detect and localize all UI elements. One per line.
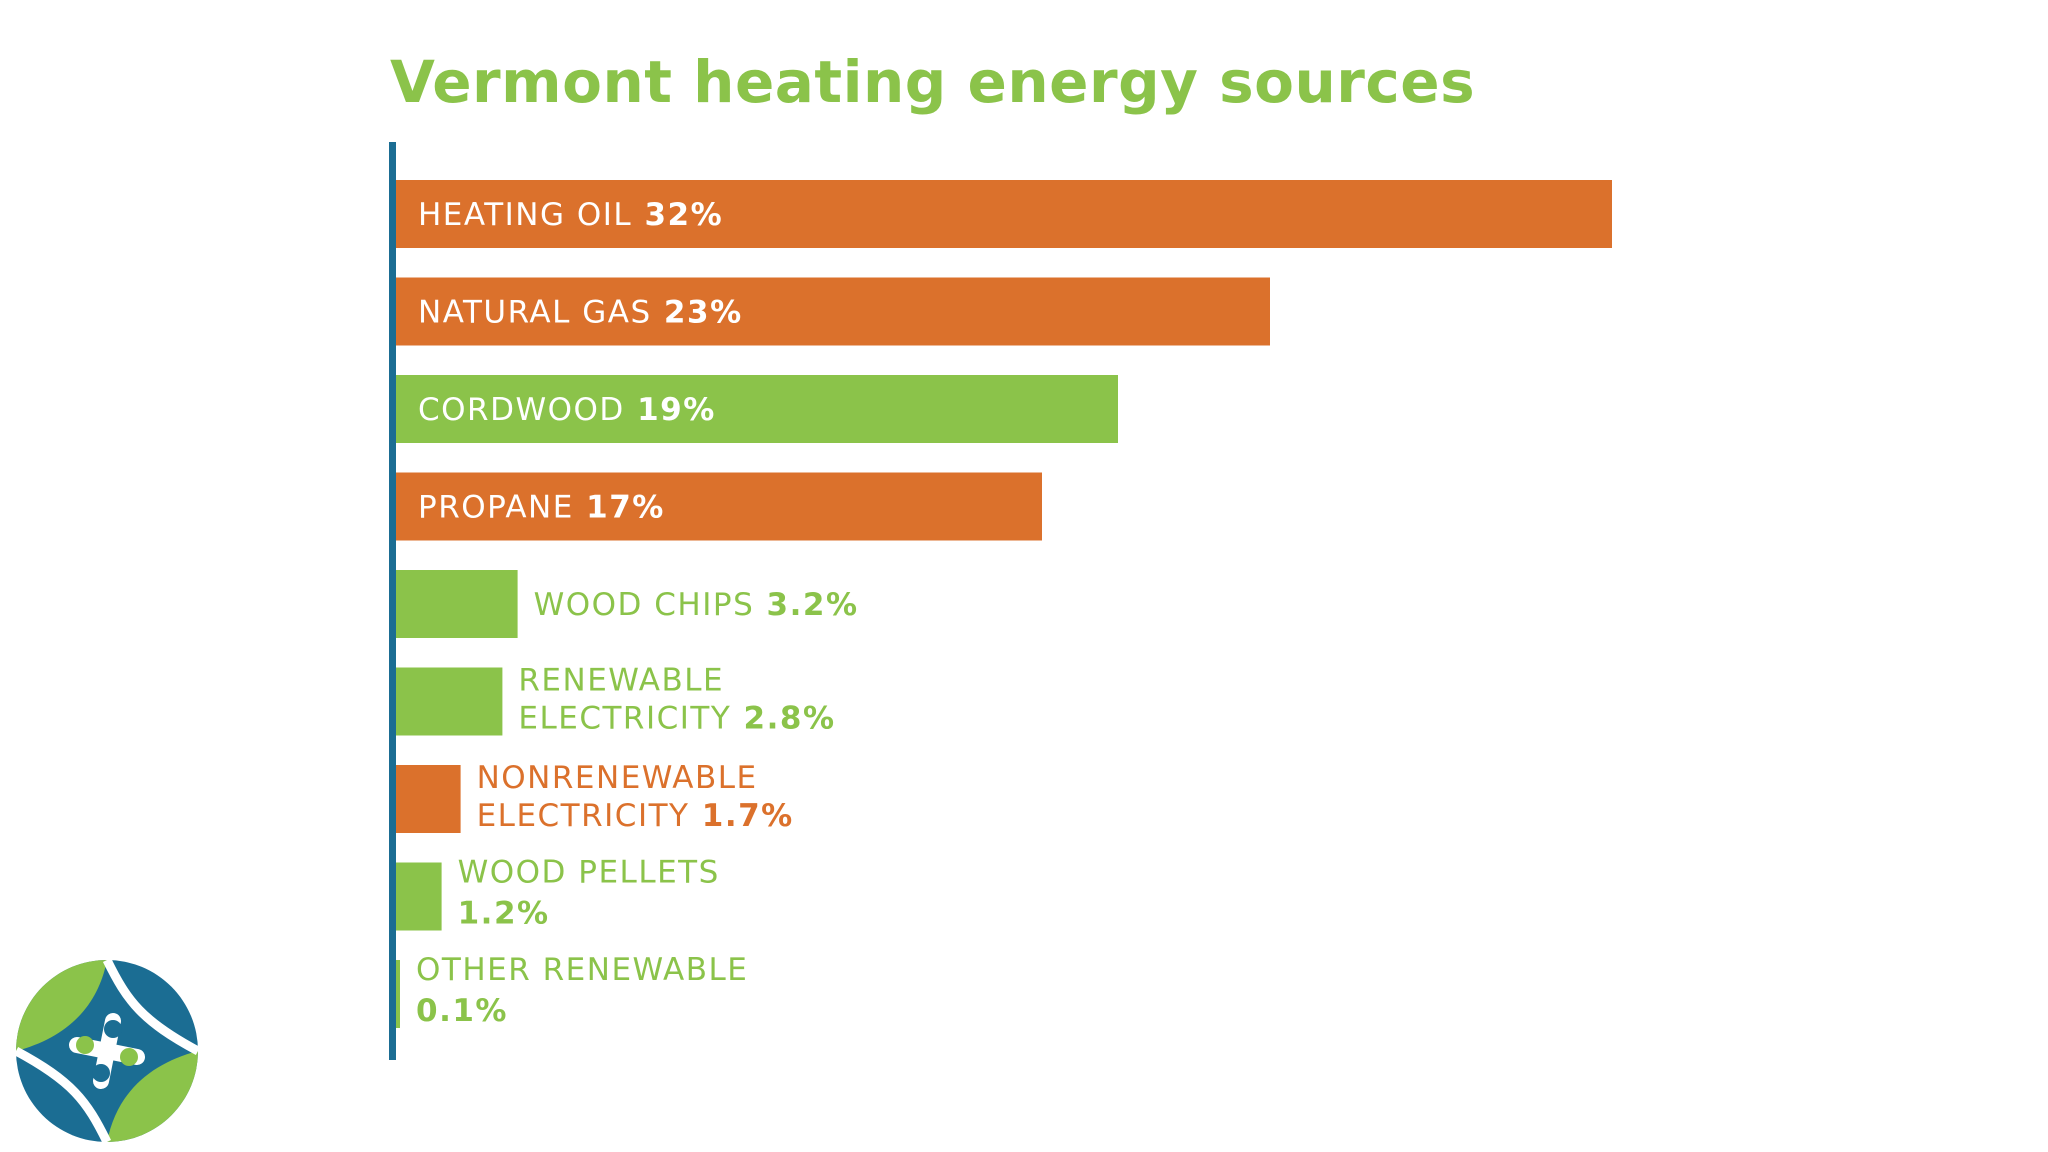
bar-value-label: 3.2% xyxy=(754,587,858,623)
bar-value-label: 23% xyxy=(652,295,743,331)
bar-label: OTHER RENEWABLE 0.1% xyxy=(416,952,748,1029)
bar xyxy=(396,960,400,1028)
vermont-energy-logo-icon xyxy=(14,958,200,1144)
bar-label: WOOD PELLETS 1.2% xyxy=(458,855,720,932)
bar-value-label: 0.1% xyxy=(416,993,508,1029)
bar xyxy=(396,570,518,638)
bar xyxy=(396,862,442,931)
bar-label: HEATING OIL 32% xyxy=(418,197,723,233)
bar-category-label: WOOD PELLETS xyxy=(458,855,720,891)
bar-value-label: 19% xyxy=(625,392,716,428)
y-axis-line xyxy=(389,142,396,1060)
bar-value-label: 17% xyxy=(574,490,665,526)
bar xyxy=(396,277,1270,346)
bar-category-label: PROPANE xyxy=(418,490,574,526)
bar-label: RENEWABLE ELECTRICITY 2.8% xyxy=(518,663,835,737)
bar-category-label: HEATING OIL xyxy=(418,197,632,233)
bar-label: CORDWOOD 19% xyxy=(418,392,716,428)
bar-category-label: RENEWABLE xyxy=(518,663,724,699)
bar-value-label: 32% xyxy=(632,197,723,233)
bar-label: WOOD CHIPS 3.2% xyxy=(534,587,859,623)
bar xyxy=(396,472,1042,541)
bars-group: HEATING OIL 32% NATURAL GAS 23% CORDWOOD 1… xyxy=(396,180,1612,1029)
bar-value-label: 2.8% xyxy=(731,701,835,737)
bar-label: NONRENEWABLE ELECTRICITY 1.7% xyxy=(477,760,794,834)
chart-title: Vermont heating energy sources xyxy=(390,48,1476,116)
bar-category-label: NATURAL GAS xyxy=(418,295,652,331)
bar xyxy=(396,180,1612,248)
bar-category-label: CORDWOOD xyxy=(418,392,625,428)
bar-category-label: OTHER RENEWABLE xyxy=(416,952,748,988)
bar-category-label: NONRENEWABLE xyxy=(477,760,758,796)
bar-value-label: 1.7% xyxy=(689,798,793,834)
bar xyxy=(396,375,1118,443)
bar-value-label: 1.2% xyxy=(458,896,550,932)
bar xyxy=(396,667,503,736)
bar-label: NATURAL GAS 23% xyxy=(418,295,743,331)
bar-label: PROPANE 17% xyxy=(418,490,665,526)
bar-category-label: WOOD CHIPS xyxy=(534,587,755,623)
bar xyxy=(396,765,461,833)
bar-category-label: ELECTRICITY xyxy=(518,701,731,737)
bar-category-label: ELECTRICITY xyxy=(477,798,690,834)
